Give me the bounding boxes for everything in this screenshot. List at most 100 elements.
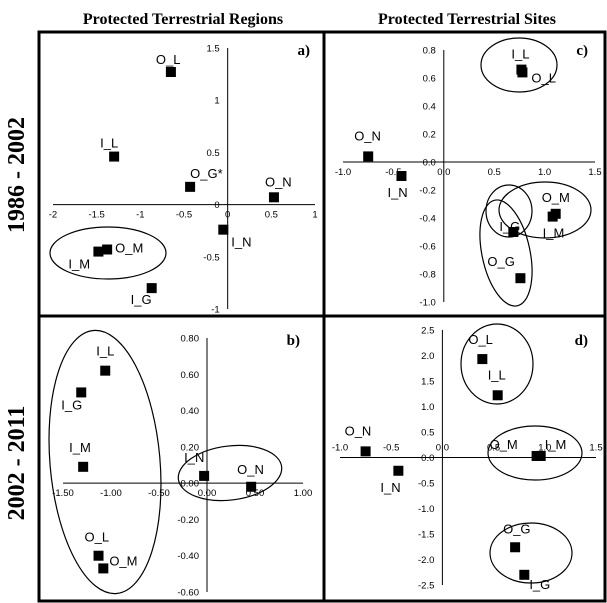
point-o-g-marker <box>510 542 521 553</box>
point-i-l-marker <box>109 151 120 162</box>
point-i-n-marker <box>218 224 229 235</box>
x-tick-label: 0.5 <box>265 210 278 221</box>
row-title-2002-2011: 2002 - 2011 <box>4 406 30 521</box>
point-o-m-marker <box>102 244 113 255</box>
point-label: O_L <box>85 530 110 545</box>
point-i-m-marker <box>535 450 546 461</box>
point-o-n-marker <box>268 192 279 203</box>
point-i-g-marker <box>508 227 519 237</box>
y-tick-label: 0.5 <box>421 428 434 439</box>
y-tick-label: 0.2 <box>423 130 436 141</box>
y-tick-label: 0.6 <box>423 74 436 85</box>
x-tick-label: 1.5 <box>588 167 601 178</box>
y-tick-label: -0.6 <box>419 242 435 253</box>
point-label: O_L <box>156 52 181 67</box>
point-o-g-marker <box>185 181 196 192</box>
y-tick-label: -0.4 <box>419 214 435 225</box>
group-ellipse <box>48 329 162 595</box>
panel-b-chart: -1.50 -1.00 -0.50 0.00 0.50 1.00 0.80 0.60 0.40 0… <box>48 329 312 599</box>
y-tick-label: 0.0 <box>421 453 434 464</box>
y-tick-label: 0.60 <box>181 370 200 381</box>
point-i-n-marker <box>396 171 407 181</box>
y-tick-label: 0 <box>214 200 219 211</box>
panel-d-chart: -1.0 -0.5 0.0 0.5 1.0 1.52.52.01.51.00.50.0-0… <box>332 323 603 592</box>
column-title-regions: Protected Terrestrial Regions <box>83 11 283 28</box>
x-tick-label: 0.5 <box>488 167 501 178</box>
point-label: O_L <box>531 70 556 85</box>
point-label: O_M <box>115 240 143 255</box>
point-i-g-marker <box>146 283 157 294</box>
x-tick-label: 0.0 <box>437 167 450 178</box>
y-tick-label: -1 <box>211 305 219 316</box>
x-tick-label: -1 <box>136 210 144 221</box>
point-label: O_N <box>237 462 264 477</box>
point-o-n-marker <box>363 151 374 162</box>
y-tick-label: -2.5 <box>418 581 434 592</box>
point-o-n-marker <box>360 446 371 457</box>
point-i-l-marker <box>492 390 503 401</box>
point-o-m-marker <box>98 563 109 574</box>
group-ellipse <box>480 37 558 93</box>
point-o-g-marker <box>515 273 526 284</box>
y-tick-label: -0.2 <box>419 186 435 197</box>
x-tick-label: -0.5 <box>383 443 399 454</box>
point-o-n-marker <box>246 481 257 492</box>
point-label: O_N <box>345 423 372 438</box>
x-tick-label: 0.50 <box>246 488 265 499</box>
point-label: O_G <box>503 521 530 536</box>
x-tick-label: 1.0 <box>538 167 551 178</box>
point-o-l-marker <box>517 67 528 78</box>
column-title-sites: Protected Terrestrial Sites <box>378 11 556 28</box>
point-i-n-marker <box>199 470 210 481</box>
point-i-l-marker <box>100 365 111 376</box>
point-label: O_N <box>265 174 292 189</box>
point-o-l-marker <box>93 550 104 561</box>
point-label: O_L <box>468 332 493 347</box>
point-i-g-marker <box>76 387 87 398</box>
point-label: O_N <box>354 128 381 143</box>
point-label: O_M <box>109 553 137 568</box>
x-tick-label: 1 <box>312 210 317 221</box>
point-i-m-marker <box>547 211 558 222</box>
group-ellipse <box>498 181 592 239</box>
point-i-g-marker <box>519 569 530 580</box>
y-tick-label: 1.5 <box>206 44 219 55</box>
point-label: I_L <box>96 344 114 359</box>
point-o-l-marker <box>165 67 176 78</box>
point-i-m-marker <box>78 461 89 472</box>
x-tick-label: -1.0 <box>335 167 351 178</box>
group-ellipse <box>49 226 167 280</box>
point-label: I_G <box>499 219 520 234</box>
x-tick-label: -1.00 <box>100 488 122 499</box>
y-tick-label: -2.0 <box>418 555 434 566</box>
y-tick-label: 0.40 <box>181 406 200 417</box>
point-label: O_M <box>490 437 518 452</box>
x-tick-label: 0.5 <box>487 443 500 454</box>
point-label: I_M <box>545 437 567 452</box>
y-tick-label: -0.20 <box>177 515 199 526</box>
y-tick-label: 0.8 <box>423 46 436 57</box>
point-label: I_L <box>100 136 118 151</box>
panel-d-letter: d) <box>575 333 588 349</box>
point-label: I_G <box>61 397 82 412</box>
y-tick-label: 0.00 <box>181 479 200 490</box>
y-tick-label: 0.80 <box>181 334 200 345</box>
x-tick-label: 0.00 <box>198 488 217 499</box>
point-label: I_L <box>511 47 529 62</box>
panel-a-letter: a) <box>298 43 311 59</box>
y-tick-label: 1.0 <box>421 402 434 413</box>
y-tick-label: 2.5 <box>421 326 434 337</box>
point-label: I_M <box>69 440 91 455</box>
y-tick-label: -1.5 <box>418 530 434 541</box>
y-tick-label: 0.20 <box>181 442 200 453</box>
x-tick-label: -2 <box>49 210 57 221</box>
point-label: I_M <box>68 257 90 272</box>
panel-c-letter: c) <box>576 43 588 59</box>
point-label: I_G <box>131 292 152 307</box>
panel-a-chart: -2 -1.5 -1 -0.5 0 0.5 1 1.5 1 0.5 0 -0.5 -1 O_L I_L O_G… <box>49 43 318 316</box>
point-label: O_M <box>542 190 570 205</box>
group-ellipse <box>479 199 533 307</box>
group-ellipse <box>487 425 583 481</box>
point-i-m-marker <box>93 246 104 257</box>
y-tick-label: -1.0 <box>418 504 434 515</box>
